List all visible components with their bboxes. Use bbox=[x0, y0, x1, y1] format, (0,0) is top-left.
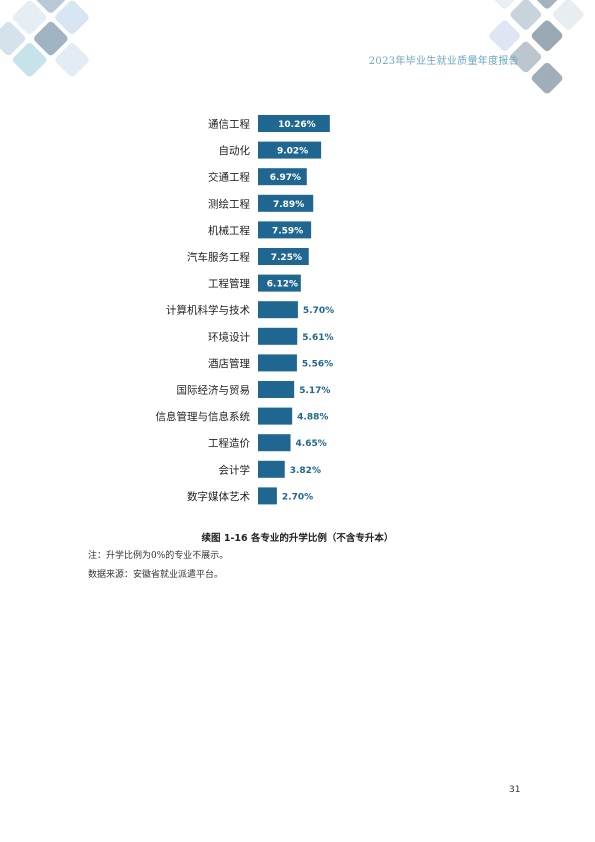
value-label: 2.70% bbox=[282, 492, 313, 502]
bar bbox=[258, 168, 307, 186]
category-label: 汽车服务工程 bbox=[187, 251, 250, 264]
bar-row: 汽车服务工程 7.25% bbox=[187, 248, 309, 265]
header-title: 2023年毕业生就业质量年度报告 bbox=[368, 56, 519, 67]
bar bbox=[258, 487, 277, 505]
category-label: 酒店管理 bbox=[208, 357, 250, 370]
bar bbox=[258, 301, 298, 319]
category-label: 通信工程 bbox=[208, 119, 250, 131]
category-label: 信息管理与信息系统 bbox=[156, 410, 251, 423]
header-decoration bbox=[0, 0, 584, 94]
category-label: 自动化 bbox=[219, 144, 251, 157]
value-label: 5.56% bbox=[302, 359, 333, 369]
note-text: 注：升学比例为0%的专业不展示。 bbox=[88, 551, 229, 561]
bar bbox=[258, 194, 314, 212]
bar bbox=[258, 460, 285, 478]
bar bbox=[258, 407, 293, 425]
category-label: 会计学 bbox=[219, 463, 251, 476]
value-label: 5.70% bbox=[303, 306, 334, 316]
category-label: 工程造价 bbox=[208, 437, 250, 450]
bar-row: 酒店管理 5.56% bbox=[208, 354, 333, 372]
bar-row: 信息管理与信息系统 4.88% bbox=[156, 407, 328, 425]
category-label: 测绘工程 bbox=[208, 197, 250, 210]
bar-row: 数字媒体艺术 2.70% bbox=[187, 487, 313, 505]
value-label: 10.26% bbox=[278, 120, 316, 130]
value-label: 4.65% bbox=[296, 439, 327, 449]
bar-row: 工程造价 4.65% bbox=[208, 434, 327, 452]
bar-row: 通信工程 10.26% bbox=[208, 115, 330, 132]
value-label: 6.12% bbox=[267, 280, 298, 290]
page-number: 31 bbox=[509, 785, 521, 795]
bar-row: 交通工程 6.97% bbox=[208, 168, 307, 186]
bar-row: 工程管理 6.12% bbox=[208, 274, 301, 292]
bar-row: 会计学 3.82% bbox=[219, 460, 321, 478]
category-label: 机械工程 bbox=[208, 224, 250, 237]
value-label: 3.82% bbox=[290, 466, 321, 476]
bar bbox=[258, 327, 298, 345]
value-label: 9.02% bbox=[277, 147, 308, 157]
bar-row: 测绘工程 7.89% bbox=[208, 194, 314, 212]
value-label: 6.97% bbox=[270, 173, 301, 183]
value-label: 5.17% bbox=[299, 386, 330, 396]
bar-row: 计算机科学与技术 5.70% bbox=[166, 301, 334, 319]
bar-row: 环境设计 5.61% bbox=[208, 327, 334, 345]
category-label: 计算机科学与技术 bbox=[166, 304, 250, 317]
value-label: 7.59% bbox=[272, 226, 303, 236]
category-label: 国际经济与贸易 bbox=[177, 384, 251, 397]
bar bbox=[258, 248, 309, 265]
bar-row: 机械工程 7.59% bbox=[208, 221, 312, 239]
category-label: 环境设计 bbox=[208, 330, 250, 343]
bar bbox=[258, 434, 291, 452]
value-label: 7.25% bbox=[271, 253, 302, 263]
bar bbox=[258, 381, 295, 398]
figure-caption: 续图 1-16 各专业的升学比例（不含专升本） bbox=[201, 533, 394, 544]
bar bbox=[258, 115, 330, 132]
bar-row: 国际经济与贸易 5.17% bbox=[177, 381, 330, 398]
bar-chart: 通信工程 10.26% 自动化 9.02% 交通工程 6.97% 测绘工程 7.89% 机械工程… bbox=[156, 115, 334, 505]
category-label: 数字媒体艺术 bbox=[187, 490, 250, 503]
value-label: 4.88% bbox=[297, 413, 328, 423]
bar-row: 自动化 9.02% bbox=[219, 141, 322, 159]
bar bbox=[258, 141, 322, 159]
category-label: 交通工程 bbox=[208, 171, 250, 184]
value-label: 7.89% bbox=[273, 200, 304, 210]
bar bbox=[258, 221, 312, 239]
bar bbox=[258, 274, 301, 292]
category-label: 工程管理 bbox=[208, 277, 250, 290]
source-text: 数据来源：安徽省就业派遣平台。 bbox=[88, 570, 224, 580]
value-label: 5.61% bbox=[302, 333, 333, 343]
bar bbox=[258, 354, 297, 372]
